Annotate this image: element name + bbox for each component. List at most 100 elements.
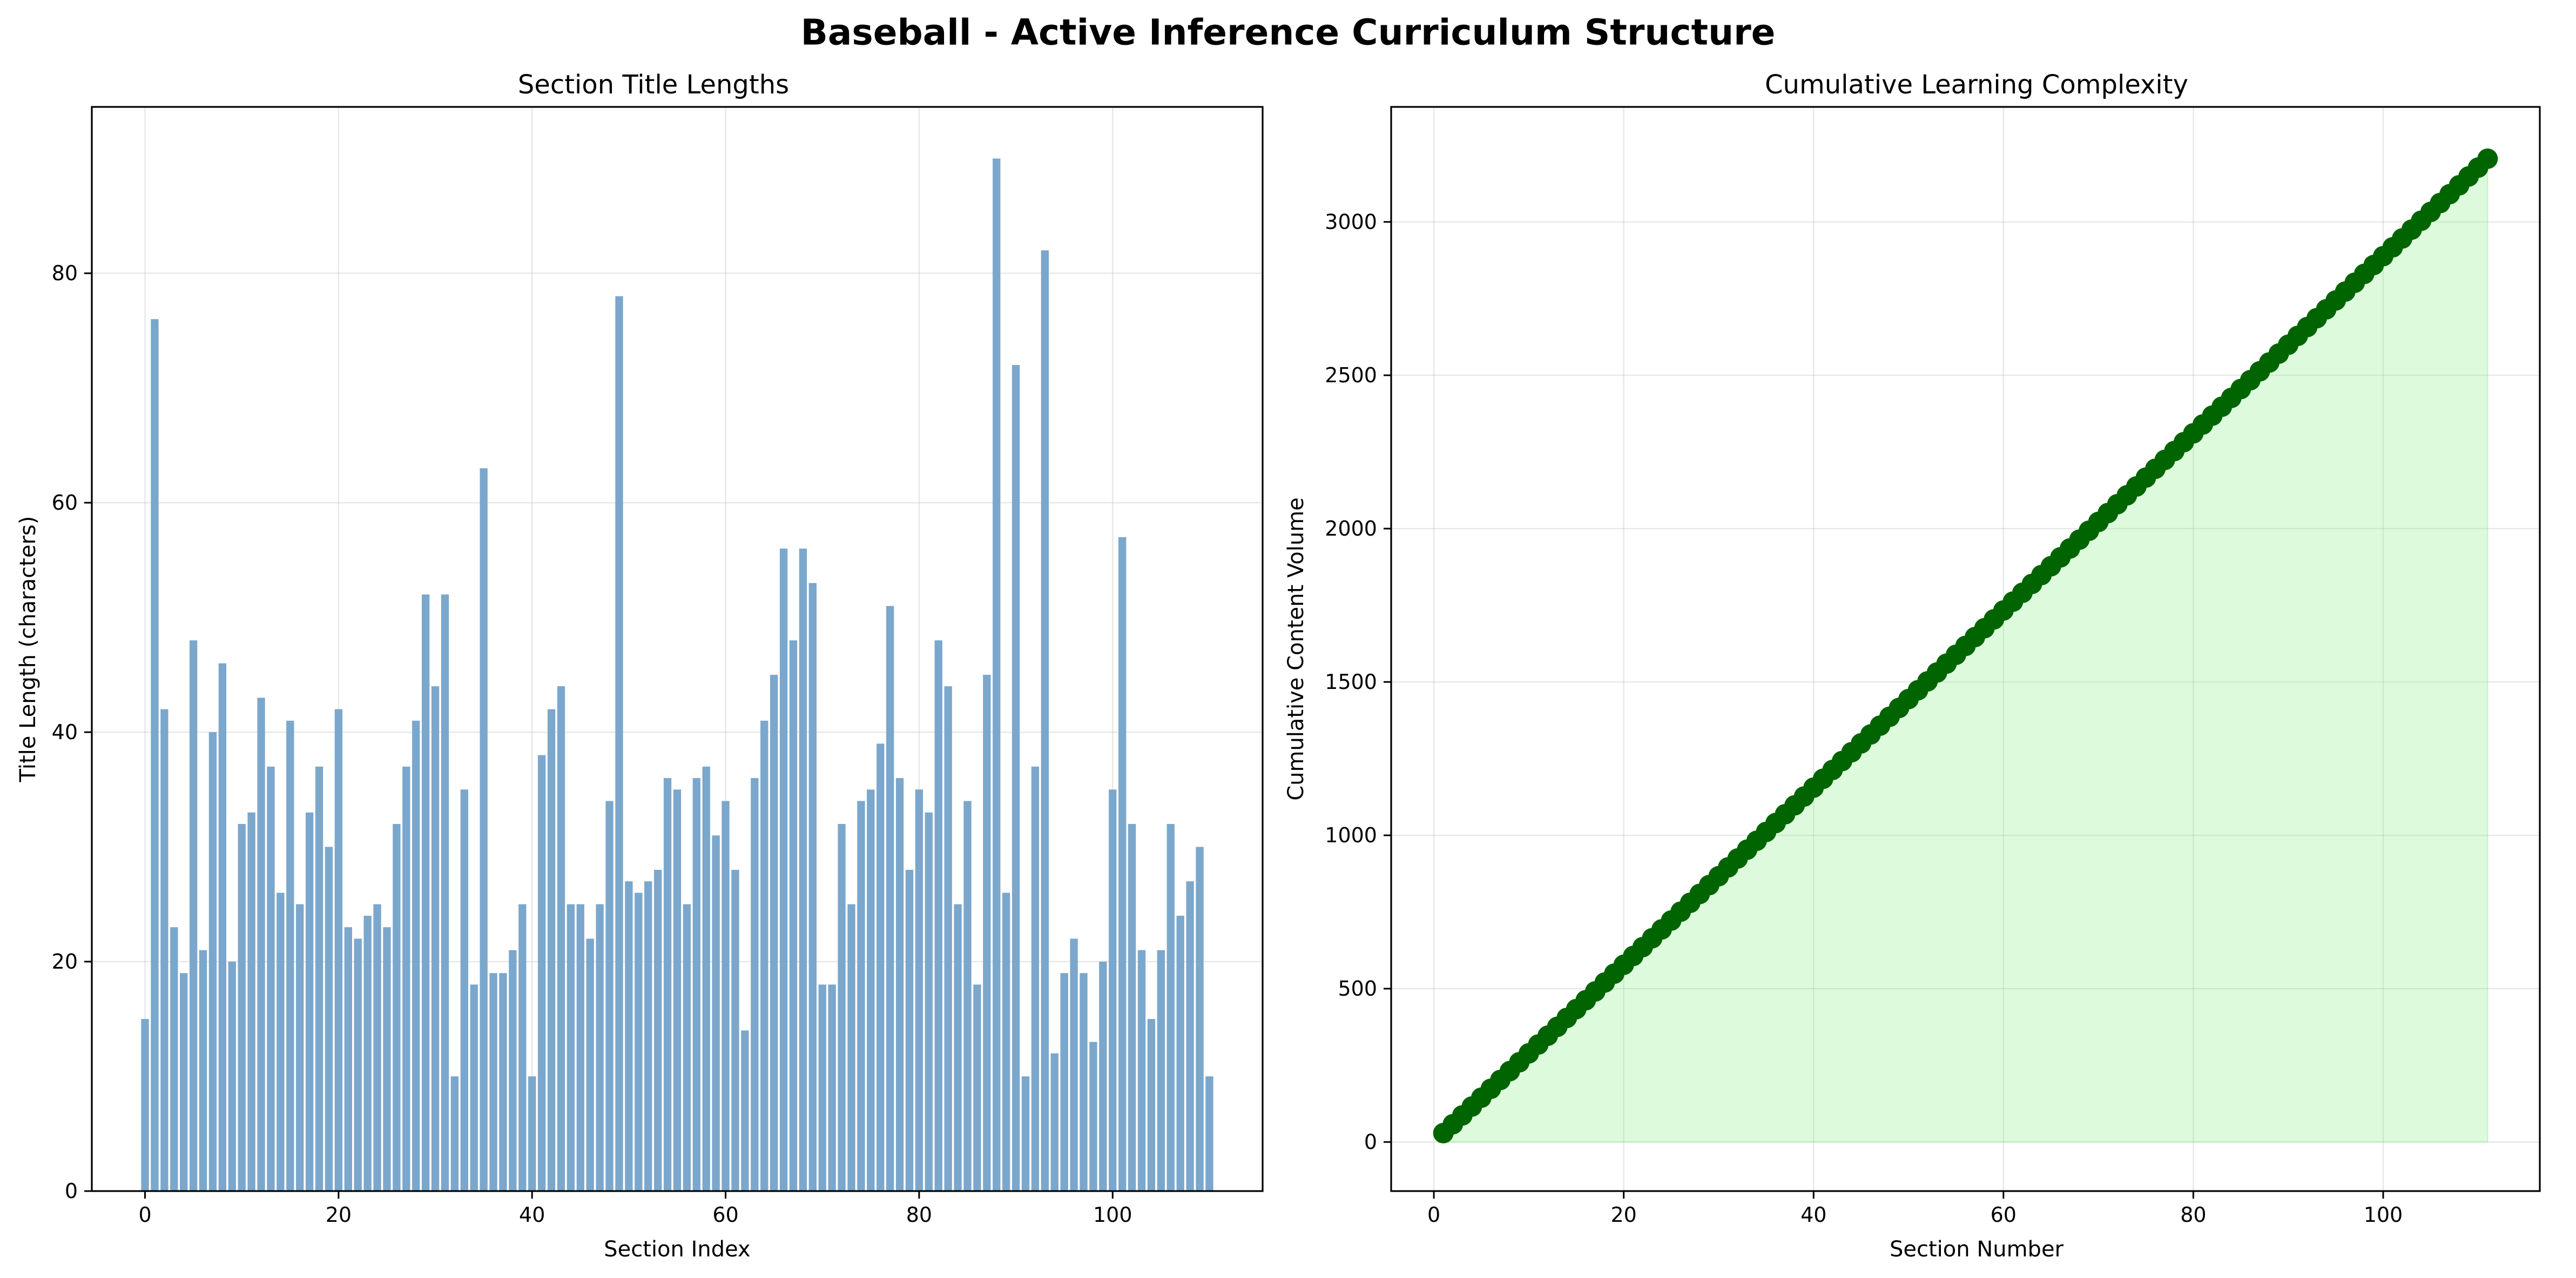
area-chart-y-tick-label: 1500 xyxy=(1325,670,1377,694)
bar xyxy=(925,812,933,1191)
bar-chart-x-tick-label: 20 xyxy=(326,1203,352,1227)
bar xyxy=(586,938,594,1191)
bar xyxy=(770,674,778,1191)
bar-chart-x-tick-label: 100 xyxy=(1093,1203,1132,1227)
bar-chart-y-tick-label: 20 xyxy=(52,950,78,973)
bar-chart-x-tick-label: 60 xyxy=(712,1203,738,1227)
bar xyxy=(199,950,207,1191)
area-chart-x-tick-label: 80 xyxy=(2180,1203,2206,1227)
bar xyxy=(421,594,430,1191)
bar xyxy=(528,1076,536,1191)
bar xyxy=(993,158,1001,1192)
bar-chart-y-tick-label: 0 xyxy=(65,1179,78,1203)
bar-chart-y-tick-label: 80 xyxy=(52,261,78,285)
bar xyxy=(151,319,159,1191)
bar xyxy=(218,663,227,1191)
bar xyxy=(228,962,236,1191)
area-chart-title: Cumulative Learning Complexity xyxy=(1765,70,2188,100)
bar xyxy=(567,904,575,1191)
bar-series xyxy=(141,158,1213,1192)
bar xyxy=(1021,1076,1030,1191)
bar xyxy=(741,1030,749,1191)
bar-chart-y-label: Title Length (characters) xyxy=(16,516,41,783)
area-chart-frame xyxy=(1390,106,2541,1192)
bar xyxy=(973,984,981,1191)
bar xyxy=(354,938,362,1191)
bar xyxy=(915,789,923,1191)
area-chart-x-tick-label: 100 xyxy=(2364,1203,2403,1227)
bar xyxy=(847,904,855,1191)
area-chart-x-tick-label: 60 xyxy=(1991,1203,2017,1227)
bar-chart-x-tick-label: 0 xyxy=(138,1203,151,1227)
bar xyxy=(393,824,401,1191)
bar xyxy=(876,743,885,1191)
bar xyxy=(344,927,352,1191)
bar xyxy=(1080,973,1088,1191)
bar xyxy=(1147,1019,1156,1191)
bar xyxy=(1137,950,1146,1191)
bar xyxy=(363,916,372,1191)
bar xyxy=(557,686,565,1191)
bar xyxy=(180,973,188,1191)
bar xyxy=(1166,824,1175,1191)
bar xyxy=(905,870,914,1191)
bar xyxy=(1070,938,1078,1191)
area-chart-y-tick-label: 3000 xyxy=(1325,210,1377,234)
figure-title: Baseball - Active Inference Curriculum S… xyxy=(801,12,1776,53)
bar xyxy=(760,720,768,1191)
bar xyxy=(721,801,730,1191)
bar xyxy=(934,640,942,1191)
bar xyxy=(412,720,420,1191)
bar xyxy=(1176,916,1184,1191)
bar xyxy=(576,904,584,1191)
bar xyxy=(402,766,410,1191)
bar xyxy=(247,812,255,1191)
bar xyxy=(1118,537,1127,1191)
bar xyxy=(373,904,381,1191)
bar xyxy=(277,892,285,1191)
bar xyxy=(1196,847,1204,1191)
bar xyxy=(315,766,323,1191)
bar xyxy=(653,870,662,1191)
bar-chart-x-label: Section Index xyxy=(604,1237,750,1262)
area-chart-x-label: Section Number xyxy=(1890,1237,2064,1262)
cumulative-point xyxy=(2477,148,2498,169)
bar xyxy=(170,927,178,1191)
area-chart-x-tick-label: 0 xyxy=(1427,1203,1440,1227)
bar xyxy=(963,801,972,1191)
bar xyxy=(460,789,468,1191)
area-chart-y-tick-label: 500 xyxy=(1338,977,1377,1000)
bar-chart-ticks: 0 20 40 60 80 100 0 20 40 60 80 xyxy=(52,261,1132,1227)
bar xyxy=(257,698,265,1191)
bar xyxy=(799,549,807,1191)
bar xyxy=(625,881,633,1191)
bar xyxy=(1031,766,1040,1191)
bar xyxy=(547,709,556,1191)
bar xyxy=(334,709,343,1191)
area-chart-y-label: Cumulative Content Volume xyxy=(1284,497,1309,801)
bar xyxy=(886,606,894,1191)
bar xyxy=(450,1076,459,1191)
bar xyxy=(1205,1076,1213,1191)
bar xyxy=(383,927,391,1191)
bar xyxy=(605,801,613,1191)
bar xyxy=(818,984,826,1191)
bar xyxy=(731,870,739,1191)
bar xyxy=(954,904,962,1191)
area-chart-y-tick-label: 0 xyxy=(1364,1130,1377,1154)
area-chart-y-tick-label: 2500 xyxy=(1325,363,1377,387)
bar xyxy=(779,549,788,1191)
bar xyxy=(431,686,440,1191)
bar-chart-y-tick-label: 40 xyxy=(52,720,78,744)
bar xyxy=(1089,1042,1097,1191)
bar xyxy=(1002,892,1010,1191)
bar xyxy=(983,674,991,1191)
bar xyxy=(1041,250,1049,1192)
bar xyxy=(828,984,836,1191)
bar xyxy=(480,468,488,1192)
bar xyxy=(267,766,275,1191)
bar xyxy=(160,709,168,1191)
bar xyxy=(895,778,904,1191)
bar xyxy=(615,296,623,1191)
